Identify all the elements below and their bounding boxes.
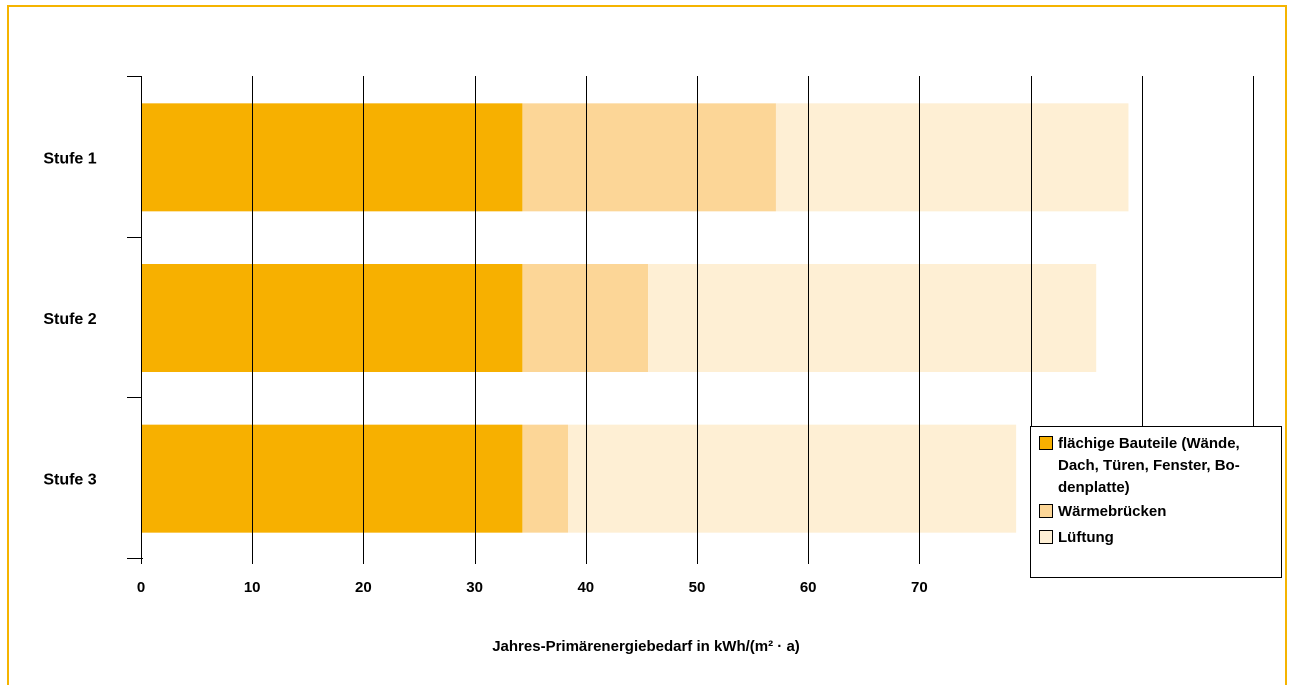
legend-item-lueftung: Lüftung (1039, 527, 1273, 549)
bar-1-series-3 (775, 103, 1129, 212)
x-tick-label-1: 0 (137, 579, 145, 596)
x-tick-label-5: 40 (577, 579, 594, 596)
legend-item-bauteile: flächige Bauteile (Wände, Dach, Türen, F… (1039, 433, 1273, 499)
bar-3-series-2 (522, 424, 569, 533)
x-tick-label-4: 30 (466, 579, 483, 596)
x-tick-label-6: 50 (689, 579, 706, 596)
x-tick-label-2: 10 (244, 579, 261, 596)
legend-label-waermebruecken: Wärmebrücken (1058, 503, 1167, 520)
bar-3-series-3 (568, 424, 1017, 533)
bar-2-series-2 (522, 264, 649, 372)
category-label-1: Stufe 1 (43, 150, 96, 167)
chart-legend: flächige Bauteile (Wände, Dach, Türen, F… (1030, 426, 1282, 578)
legend-swatch-bauteile (1039, 436, 1053, 450)
x-tick-label-7: 60 (800, 579, 817, 596)
legend-item-waermebruecken: Wärmebrücken (1039, 501, 1273, 523)
bar-1-series-1 (141, 103, 523, 212)
bar-2-series-1 (141, 264, 523, 372)
bar-3-series-1 (141, 424, 523, 533)
legend-label-bauteile: flächige Bauteile (Wände, Dach, Türen, F… (1058, 435, 1240, 496)
bar-1-series-2 (522, 103, 776, 212)
legend-swatch-waermebruecken (1039, 504, 1053, 518)
legend-label-lueftung: Lüftung (1058, 529, 1114, 546)
legend-swatch-lueftung (1039, 530, 1053, 544)
category-label-3: Stufe 3 (43, 472, 96, 489)
x-tick-label-8: 70 (911, 579, 928, 596)
category-label-2: Stufe 2 (43, 311, 96, 328)
x-tick-label-3: 20 (355, 579, 372, 596)
chart-frame (7, 5, 1287, 685)
bar-2-series-3 (648, 264, 1097, 372)
x-axis-title: Jahres-Primärenergiebedarf in kWh/(m² · … (492, 638, 800, 655)
